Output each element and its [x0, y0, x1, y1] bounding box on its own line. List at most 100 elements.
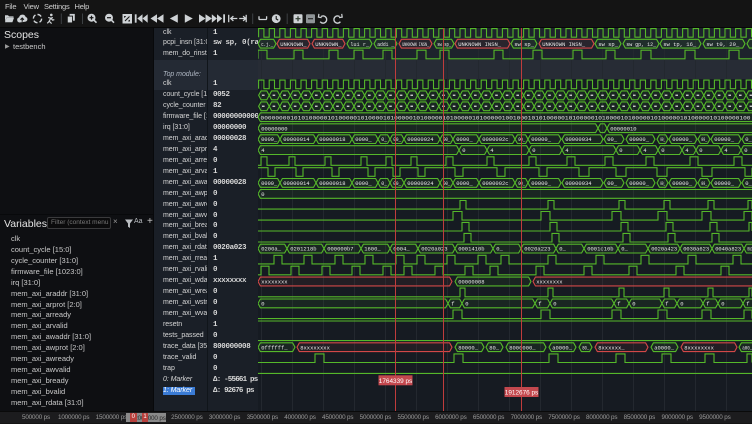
- svg-text:80000_: 80000_: [458, 344, 479, 351]
- svg-text:00_: 00_: [701, 180, 707, 187]
- svg-text:0040a823: 0040a823: [715, 246, 741, 253]
- svg-text:0: 0: [744, 147, 747, 154]
- svg-text:f: f: [617, 301, 620, 308]
- svg-text:0_: 0_: [559, 246, 566, 253]
- svg-text:000000001010100000101000001010: 0000000010101000001010000010100001010000…: [261, 114, 751, 121]
- svg-text:0_: 0_: [496, 246, 503, 253]
- svg-text:0200a_: 0200a_: [261, 246, 282, 253]
- svg-text:0_: 0_: [745, 136, 752, 143]
- svg-text:8xxxxxxxx: 8xxxxxxxx: [300, 344, 330, 351]
- svg-text:a00_: a00_: [742, 344, 752, 351]
- svg-text:80_: 80_: [582, 344, 589, 351]
- svg-text:f: f: [706, 301, 709, 308]
- svg-text:f: f: [665, 301, 668, 308]
- svg-text:4: 4: [685, 147, 689, 154]
- svg-text:0ffffff_: 0ffffff_: [261, 344, 288, 351]
- svg-text:4: 4: [643, 147, 647, 154]
- svg-text:UNKNOWN_: UNKNOWN_: [280, 41, 307, 48]
- svg-text:00_: 00_: [393, 136, 402, 143]
- svg-text:1600_: 1600_: [364, 246, 381, 253]
- svg-text:0004_: 0004_: [393, 246, 410, 253]
- svg-text:8000000_: 8000000_: [509, 344, 536, 351]
- svg-text:0001410b: 0001410b: [458, 246, 484, 253]
- svg-text:00000_: 00000_: [714, 136, 735, 143]
- svg-text:xxxxxxxx: xxxxxxxx: [261, 279, 288, 286]
- svg-text:4: 4: [490, 147, 494, 154]
- svg-text:00000034: 00000034: [565, 180, 592, 187]
- svg-text:lui r_: lui r_: [350, 41, 370, 48]
- svg-text:00000024: 00000024: [407, 136, 434, 143]
- svg-text:sw sp_: sw sp_: [598, 41, 619, 48]
- svg-text:UNKNOWN INSN_: UNKNOWN INSN_: [402, 41, 429, 48]
- svg-text:0000_: 0000_: [456, 180, 473, 187]
- svg-text:0: 0: [721, 301, 724, 308]
- svg-text:sw tp, 16_: sw tp, 16_: [663, 41, 697, 48]
- svg-text:00000014: 00000014: [283, 136, 310, 143]
- svg-text:0000_: 0000_: [261, 136, 278, 143]
- svg-text:80_: 80_: [489, 344, 500, 351]
- svg-text:0_: 0_: [621, 246, 628, 253]
- svg-text:0_: 0_: [381, 136, 388, 143]
- svg-text:000000b7: 000000b7: [327, 246, 353, 253]
- svg-text:8xxxxxx_: 8xxxxxx_: [598, 344, 625, 351]
- svg-text:1912676 ps: 1912676 ps: [505, 390, 538, 397]
- svg-text:00000034: 00000034: [565, 136, 592, 143]
- svg-text:0000_: 0000_: [355, 180, 372, 187]
- svg-text:0000002c: 0000002c: [482, 136, 508, 143]
- svg-text:a0000_: a0000_: [552, 344, 573, 351]
- svg-text:00_: 00_: [607, 180, 618, 187]
- svg-text:00000_: 00000_: [629, 136, 650, 143]
- svg-text:sw t0, 20_: sw t0, 20_: [706, 41, 740, 48]
- svg-text:0000_: 0000_: [355, 136, 372, 143]
- svg-text:0020a223: 0020a223: [524, 246, 550, 253]
- svg-text:UNKNOWN INSN_: UNKNOWN INSN_: [542, 41, 586, 48]
- svg-text:0: 0: [462, 147, 465, 154]
- svg-text:0: 0: [261, 191, 264, 198]
- svg-text:0050aa23: 0050aa23: [747, 246, 752, 253]
- svg-text:00_: 00_: [607, 136, 618, 143]
- svg-text:0030a623: 0030a623: [683, 246, 709, 253]
- svg-text:00000018: 00000018: [319, 180, 345, 187]
- svg-text:00_: 00_: [701, 136, 707, 143]
- svg-text:0000_: 0000_: [261, 180, 278, 187]
- svg-text:0: 0: [661, 147, 664, 154]
- svg-text:00000008: 00000008: [458, 279, 484, 286]
- svg-text:0: 0: [532, 147, 535, 154]
- svg-text:0: 0: [465, 301, 468, 308]
- svg-text:UNKNOWN_: UNKNOWN_: [315, 41, 342, 48]
- svg-text:00000_: 00000_: [672, 180, 693, 187]
- svg-text:00_: 00_: [443, 136, 450, 143]
- svg-text:sw sp_: sw sp_: [437, 41, 451, 48]
- svg-text:00_: 00_: [660, 136, 665, 143]
- svg-text:a0000_: a0000_: [654, 344, 675, 351]
- svg-text:00_: 00_: [443, 180, 450, 187]
- svg-text:c.j._: c.j._: [261, 41, 273, 48]
- svg-text:00000_: 00000_: [531, 136, 552, 143]
- svg-text:0000_: 0000_: [456, 136, 473, 143]
- svg-text:0: 0: [632, 301, 635, 308]
- svg-text:f: f: [746, 301, 749, 308]
- svg-text:00000014: 00000014: [283, 180, 310, 187]
- svg-text:0020a023: 0020a023: [421, 246, 447, 253]
- svg-text:0: 0: [553, 301, 556, 308]
- svg-text:4: 4: [261, 147, 265, 154]
- svg-text:0_: 0_: [745, 180, 752, 187]
- svg-text:xxxxxxxx: xxxxxxxx: [536, 279, 563, 286]
- svg-text:00000_: 00000_: [714, 180, 735, 187]
- svg-text:f: f: [451, 301, 454, 308]
- svg-text:00000010: 00000010: [610, 125, 636, 132]
- svg-text:4: 4: [724, 147, 728, 154]
- svg-text:00000000: 00000000: [261, 125, 287, 132]
- svg-text:00000_: 00000_: [629, 180, 650, 187]
- svg-text:0: 0: [619, 147, 622, 154]
- svg-text:0020a423: 0020a423: [651, 246, 677, 253]
- svg-text:1764339 ps: 1764339 ps: [379, 378, 412, 385]
- svg-text:8xxxxxxxx: 8xxxxxxxx: [684, 344, 714, 351]
- svg-text:addi _: addi _: [377, 41, 395, 48]
- svg-text:sw gp, 12_: sw gp, 12_: [626, 41, 657, 48]
- svg-text:0201218b: 0201218b: [290, 246, 316, 253]
- svg-text:0001c10b: 0001c10b: [587, 246, 613, 253]
- svg-text:00000018: 00000018: [319, 136, 345, 143]
- svg-text:UNKNOWN INSN_: UNKNOWN INSN_: [458, 41, 502, 48]
- svg-text:0: 0: [680, 301, 683, 308]
